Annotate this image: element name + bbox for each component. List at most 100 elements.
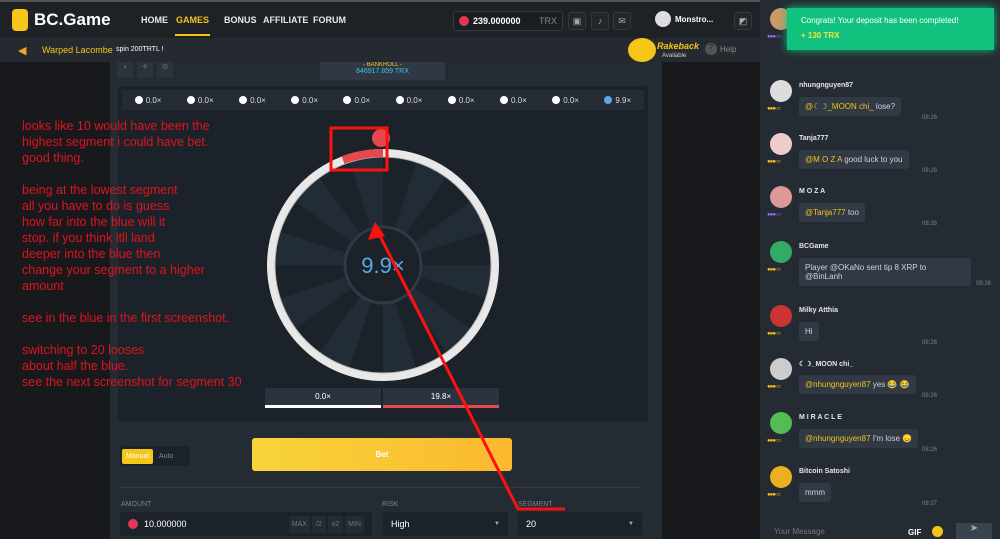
timestamp: 08:26 bbox=[922, 447, 938, 453]
amount-label: AMOUNT bbox=[121, 501, 152, 508]
chat-bubble: @Tanja777 too bbox=[799, 203, 865, 222]
nav-forum[interactable]: FORUM bbox=[313, 15, 346, 25]
rakeback-status: Available bbox=[662, 53, 687, 59]
gif-button[interactable]: GIF bbox=[908, 528, 922, 537]
double-button[interactable]: x2 bbox=[327, 515, 344, 533]
multiplier-value: 0.0× bbox=[511, 95, 527, 105]
tab-manual[interactable]: Manual bbox=[122, 448, 153, 464]
level-icon: ●●●○○ bbox=[767, 159, 781, 165]
chat-username[interactable]: Milky Atthia bbox=[799, 307, 839, 314]
avatar[interactable] bbox=[770, 186, 792, 208]
mail-icon[interactable]: ✉ bbox=[613, 12, 631, 30]
chat-username[interactable]: M O Z A bbox=[799, 188, 826, 195]
wheel-result: 9.9× bbox=[361, 253, 404, 278]
mention[interactable]: @M O Z A bbox=[805, 155, 843, 164]
emoji-icon[interactable] bbox=[932, 526, 943, 537]
bankroll-value: 646917.859 TRX bbox=[356, 68, 409, 75]
level-icon: ●●●○○ bbox=[767, 331, 781, 337]
timestamp: 08:26 bbox=[922, 115, 938, 121]
timestamp: 08:26 bbox=[922, 221, 938, 227]
help-icon[interactable]: ? bbox=[705, 43, 717, 55]
game-toolbar: ◖ ✈ ⊛ bbox=[117, 62, 173, 78]
logo[interactable]: BC.Game bbox=[12, 9, 111, 31]
chat-username[interactable]: ☾☽_MOON chi_ bbox=[799, 361, 854, 368]
dot-icon bbox=[552, 96, 561, 104]
deposit-toast[interactable]: Congrats! Your deposit has been complete… bbox=[787, 8, 994, 50]
multiplier-item: 0.0× bbox=[186, 96, 214, 105]
mention[interactable]: @☾☽_MOON chi_ bbox=[805, 102, 874, 111]
min-button[interactable]: MIN bbox=[345, 515, 364, 533]
bell-icon[interactable]: ♪ bbox=[591, 12, 609, 30]
multiplier-value: 0.0× bbox=[563, 95, 579, 105]
max-button[interactable]: MAX bbox=[288, 515, 310, 533]
chat-username[interactable]: Bitcoin Satoshi bbox=[799, 468, 850, 475]
dot-icon bbox=[291, 96, 300, 104]
avatar[interactable] bbox=[770, 241, 792, 263]
help-link[interactable]: Help bbox=[720, 45, 737, 54]
avatar[interactable] bbox=[770, 80, 792, 102]
multiplier-value: 9.9× bbox=[615, 95, 632, 105]
ticker-text: spin 200TRTL ! bbox=[116, 46, 164, 53]
dot-icon bbox=[395, 96, 404, 104]
chat-username[interactable]: nhungnguyen87 bbox=[799, 82, 854, 89]
mode-tabs: Manual Auto bbox=[120, 446, 190, 466]
username[interactable]: Monstro... bbox=[675, 15, 714, 24]
timestamp: 08:26 bbox=[922, 393, 938, 399]
nav-home[interactable]: HOME bbox=[141, 15, 168, 25]
avatar[interactable] bbox=[770, 358, 792, 380]
avatar[interactable] bbox=[770, 133, 792, 155]
multiplier-item: 0.0× bbox=[447, 96, 475, 105]
sound-icon[interactable]: ◖ bbox=[117, 62, 133, 78]
message-text: mmm bbox=[805, 488, 825, 497]
chevron-down-icon: ▼ bbox=[628, 521, 634, 527]
level-icon: ●●●○○ bbox=[767, 267, 781, 273]
amount-input[interactable]: 10.000000 MAX /2 x2 MIN bbox=[120, 512, 372, 536]
avatar[interactable] bbox=[770, 412, 792, 434]
half-button[interactable]: /2 bbox=[311, 515, 326, 533]
chat-username[interactable]: Tanja777 bbox=[799, 135, 829, 142]
dot-icon bbox=[500, 96, 508, 104]
balance-selector[interactable]: 239.000000 TRX bbox=[453, 11, 563, 31]
avatar[interactable] bbox=[655, 11, 671, 27]
chat-bubble: Hi bbox=[799, 322, 819, 341]
currency: TRX bbox=[539, 16, 557, 26]
wallet-icon[interactable]: ▣ bbox=[568, 12, 586, 30]
mention[interactable]: @nhungnguyen87 bbox=[805, 434, 871, 443]
nav-games[interactable]: GAMES bbox=[176, 15, 210, 25]
segment-select[interactable]: 20 ▼ bbox=[518, 512, 642, 536]
dot-icon bbox=[134, 96, 143, 104]
mention[interactable]: @nhungnguyen87 bbox=[805, 380, 871, 389]
level-icon: ●●●○○ bbox=[767, 384, 781, 390]
chat-input[interactable]: Your Message bbox=[774, 527, 825, 536]
chat-username[interactable]: M I R A C L E bbox=[799, 414, 842, 421]
avatar[interactable] bbox=[770, 305, 792, 327]
chevron-down-icon: ▼ bbox=[494, 521, 500, 527]
message-text: I'm lose 😞 bbox=[870, 434, 913, 443]
avatar[interactable] bbox=[770, 466, 792, 488]
logo-icon bbox=[12, 9, 28, 31]
nav-affiliate[interactable]: AFFILIATE bbox=[263, 15, 309, 25]
hotkey-icon[interactable]: ✈ bbox=[137, 62, 153, 78]
multiplier-item: 0.0× bbox=[239, 96, 266, 105]
chat-username[interactable]: BCGame bbox=[799, 243, 829, 250]
nav-bonus[interactable]: BONUS bbox=[224, 15, 257, 25]
avatar[interactable] bbox=[770, 8, 792, 30]
top-header: BC.Game HOME GAMES BONUS AFFILIATE FORUM… bbox=[0, 0, 760, 38]
megaphone-icon: ◀ bbox=[18, 45, 27, 57]
risk-label: RISK bbox=[382, 501, 399, 508]
risk-select[interactable]: High ▼ bbox=[383, 512, 508, 536]
bet-button[interactable]: Bet bbox=[252, 438, 512, 471]
level-icon: ●●●○○ bbox=[767, 106, 781, 112]
message-text: good luck to you bbox=[842, 155, 903, 164]
send-button[interactable]: ➤ bbox=[956, 523, 992, 539]
multiplier-value: 0.0× bbox=[145, 95, 162, 105]
rakeback-link[interactable]: Rakeback bbox=[657, 41, 700, 51]
tab-auto[interactable]: Auto bbox=[158, 452, 174, 460]
balance-value: 239.000000 bbox=[473, 16, 521, 26]
amount-value: 10.000000 bbox=[144, 519, 187, 529]
chat-toggle-icon[interactable]: ◩ bbox=[734, 12, 752, 30]
piggy-bank-icon[interactable] bbox=[628, 38, 656, 62]
mention[interactable]: @Tanja777 bbox=[805, 208, 846, 217]
fairness-icon[interactable]: ⊛ bbox=[157, 62, 173, 78]
ticker-user: Warped Lacombe bbox=[42, 45, 113, 55]
